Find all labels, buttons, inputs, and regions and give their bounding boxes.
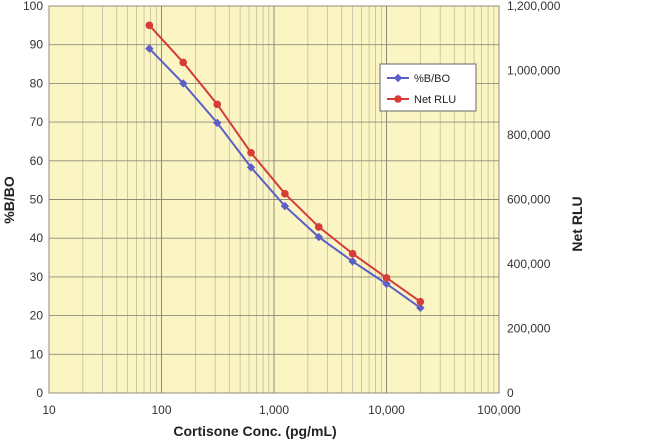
data-point (348, 249, 357, 258)
data-point (213, 100, 222, 109)
data-point (382, 279, 391, 289)
x-tick-label: 100 (151, 403, 171, 417)
data-point (314, 232, 323, 242)
data-point (247, 148, 255, 157)
gridlines (48, 5, 500, 394)
data-point (179, 58, 188, 67)
data-point (145, 21, 154, 30)
y2-tick-label: 400,000 (507, 257, 551, 271)
data-point (246, 163, 256, 172)
y2-tick-label: 600,000 (507, 193, 551, 207)
x-tick-label: 10,000 (368, 403, 405, 417)
legend-label: %B/BO (414, 73, 451, 85)
data-point (280, 201, 290, 211)
data-point (145, 44, 154, 53)
x-tick-label: 100,000 (477, 403, 521, 417)
y2-tick-label: 1,000,000 (507, 64, 561, 78)
data-point (179, 79, 188, 88)
y-tick-label: 50 (30, 193, 44, 207)
y-tick-label: 100 (23, 0, 43, 13)
data-point (348, 257, 357, 266)
y-tick-label: 0 (36, 386, 43, 400)
y-axis-right-title: Net RLU (569, 196, 585, 251)
y-tick-label: 10 (30, 347, 44, 361)
data-point (213, 118, 222, 128)
x-axis-title: Cortisone Conc. (pg/mL) (173, 423, 336, 439)
legend-marker (393, 73, 403, 83)
y2-tick-label: 800,000 (507, 128, 551, 142)
y-tick-label: 40 (30, 231, 44, 245)
y-tick-label: 70 (30, 115, 44, 129)
y-tick-label: 80 (30, 76, 44, 90)
y2-tick-label: 1,200,000 (507, 0, 561, 13)
y-axis-left-title: %B/BO (1, 176, 17, 224)
data-point (416, 297, 425, 306)
y2-tick-label: 200,000 (507, 322, 551, 336)
data-point (382, 274, 391, 282)
series-lines (145, 21, 425, 313)
y-tick-label: 20 (30, 309, 44, 323)
data-point (281, 189, 289, 198)
tick-labels: 10 100 1,000 10,000 100,000 0 10 20 30 40 50 60 70 80… (23, 0, 561, 417)
y2-tick-label: 0 (507, 386, 514, 400)
legend: %B/BO Net RLU (379, 63, 477, 112)
legend-label: Net RLU (414, 94, 456, 106)
y-tick-label: 30 (30, 270, 44, 284)
legend-marker (394, 95, 402, 103)
y-tick-label: 60 (30, 154, 44, 168)
x-tick-label: 1,000 (259, 403, 289, 417)
x-tick-label: 10 (42, 403, 56, 417)
data-point (314, 223, 323, 231)
data-point (416, 303, 425, 313)
legend-box (379, 63, 477, 112)
y-tick-label: 90 (30, 38, 44, 52)
